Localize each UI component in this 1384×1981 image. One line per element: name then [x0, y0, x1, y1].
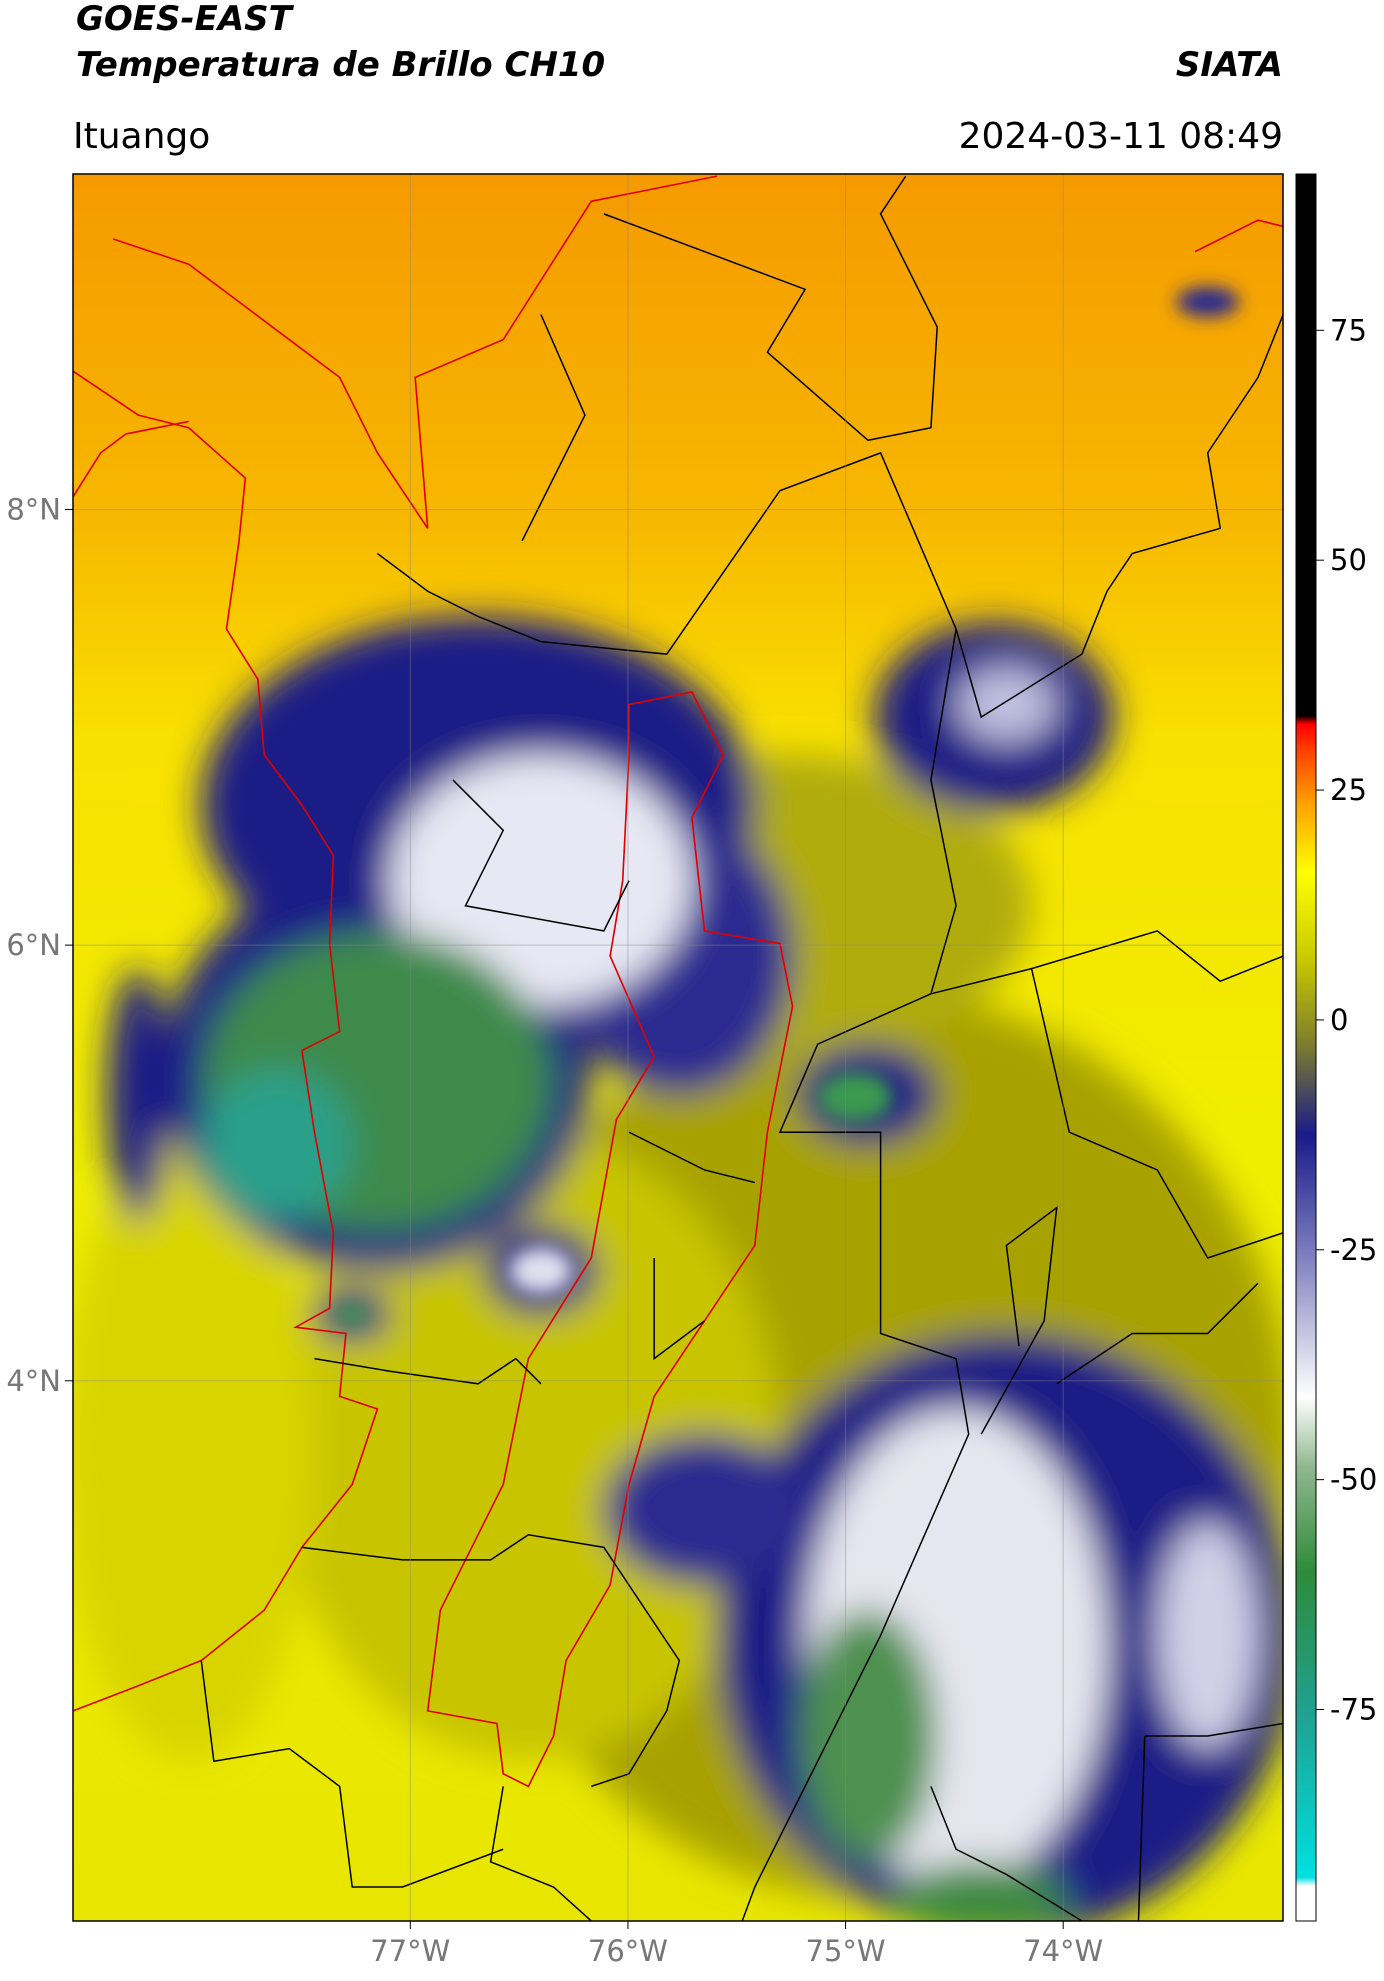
- colorbar-tick-label: -25: [1330, 1233, 1377, 1267]
- borders: [200, 175, 1283, 1921]
- blob: [1157, 1522, 1258, 1749]
- border: [1144, 1722, 1283, 1737]
- border: [1137, 1736, 1146, 1921]
- colorbar-tick-label: -75: [1330, 1693, 1377, 1727]
- satellite-image: [73, 174, 1283, 1921]
- source: SIATA: [1176, 45, 1283, 85]
- blob: [1176, 286, 1240, 318]
- x-tick-label: 77°W: [370, 1934, 450, 1968]
- colorbar-tick-label: -50: [1330, 1463, 1377, 1497]
- border: [603, 175, 938, 442]
- colorbar-tick-label: 25: [1330, 773, 1367, 807]
- timestamp: 2024-03-11 08:49: [959, 116, 1283, 157]
- coast: [73, 420, 189, 498]
- location: Ituango: [73, 116, 210, 157]
- border: [301, 1533, 681, 1788]
- coast: [73, 370, 379, 1712]
- border: [741, 628, 970, 1921]
- blob: [893, 1861, 1070, 1921]
- title: GOES-EAST: [76, 0, 295, 39]
- grid-layer: [73, 174, 1283, 1921]
- blob: [798, 1610, 938, 1862]
- coast: [1194, 219, 1283, 253]
- border: [314, 1357, 542, 1385]
- cloud-field: [73, 175, 1283, 1921]
- border: [452, 779, 630, 932]
- border: [1030, 968, 1283, 1259]
- blob: [201, 1069, 353, 1221]
- coast: [112, 175, 718, 529]
- border: [200, 1660, 504, 1888]
- border: [628, 1131, 755, 1184]
- border: [1056, 1282, 1259, 1385]
- colorbar: [1295, 173, 1317, 1922]
- blob: [337, 1304, 368, 1325]
- border: [489, 1786, 592, 1921]
- coastline: [73, 175, 1283, 1788]
- blob: [603, 1434, 806, 1586]
- y-tick-label: 6°N: [6, 928, 61, 962]
- blob: [106, 968, 170, 1221]
- border: [521, 314, 586, 542]
- border: [930, 1786, 1083, 1921]
- subtitle: Temperatura de Brillo CH10: [76, 45, 605, 85]
- blob: [956, 666, 1057, 743]
- cloud-cores: [337, 286, 1240, 1325]
- boundary: [426, 690, 794, 1788]
- blob: [73, 1132, 315, 1762]
- y-tick-label: 4°N: [6, 1364, 61, 1398]
- border: [930, 930, 1283, 995]
- x-tick-label: 75°W: [806, 1934, 886, 1968]
- cloud-blobs: [73, 616, 1283, 1921]
- x-tick-label: 76°W: [588, 1934, 668, 1968]
- colorbar-tick-label: 0: [1330, 1003, 1348, 1037]
- colorbar-tick-label: 50: [1330, 543, 1367, 577]
- blob: [389, 754, 692, 1007]
- x-tick-label: 74°W: [1023, 1934, 1103, 1968]
- border: [980, 1206, 1058, 1435]
- border: [653, 1258, 705, 1361]
- blob: [817, 1071, 894, 1123]
- border: [376, 314, 1283, 719]
- plot-frame: [72, 173, 1284, 1922]
- colorbar-tick-label: 75: [1330, 313, 1367, 347]
- y-tick-label: 8°N: [6, 492, 61, 526]
- blob: [509, 1247, 573, 1294]
